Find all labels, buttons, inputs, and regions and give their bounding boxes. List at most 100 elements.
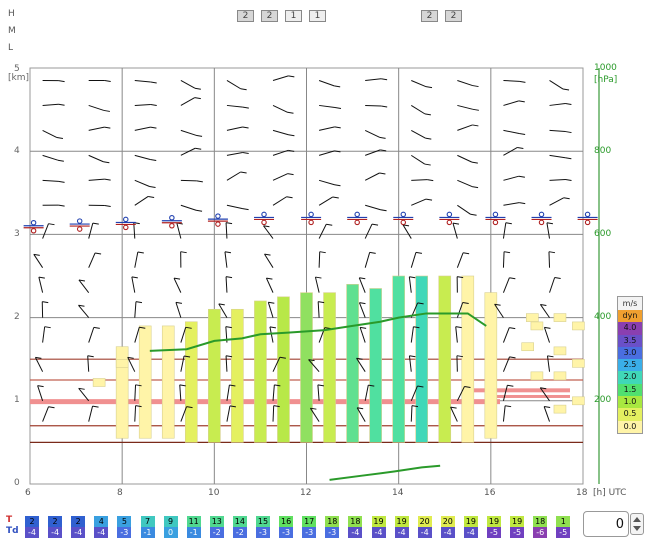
spin-up-icon[interactable] bbox=[633, 517, 641, 522]
dew-cell: -5 bbox=[510, 527, 525, 538]
temp-cell: 2 bbox=[71, 516, 86, 527]
cloud-bar bbox=[277, 296, 290, 443]
wind-barb bbox=[318, 196, 334, 206]
step-counter-input[interactable]: 0 bbox=[583, 511, 629, 537]
y-tick-5: 5 bbox=[14, 64, 20, 74]
spin-down-icon[interactable] bbox=[633, 526, 641, 531]
wind-barb-flag bbox=[33, 253, 40, 256]
dew-cell: -3 bbox=[302, 527, 317, 538]
cloud-bar bbox=[208, 308, 221, 443]
x-tick-12: 12 bbox=[300, 488, 312, 498]
temp-cell: 16 bbox=[279, 516, 294, 527]
dew-cell: -4 bbox=[71, 527, 86, 538]
wind-barb-flag bbox=[103, 109, 110, 112]
wind-barb-flag bbox=[225, 326, 232, 329]
wind-barb-flag bbox=[185, 326, 192, 329]
cloud-cell bbox=[526, 313, 539, 322]
wind-barb-flag bbox=[58, 180, 65, 183]
wind-barb-flag bbox=[509, 356, 516, 359]
level-marker-red bbox=[76, 226, 83, 232]
wind-barb bbox=[88, 178, 105, 181]
wind-barb-flag bbox=[139, 326, 146, 329]
wind-barb bbox=[456, 252, 464, 268]
wind-barb-flag bbox=[194, 87, 201, 90]
wind-barb bbox=[134, 251, 139, 268]
wind-barb-flag bbox=[471, 186, 479, 189]
wind-barb bbox=[267, 302, 274, 318]
wind-barb bbox=[263, 225, 274, 239]
wind-barb bbox=[225, 222, 228, 239]
wind-barb-flag bbox=[505, 405, 512, 408]
legend-item: 0.5 bbox=[618, 408, 642, 421]
wind-barb-flag bbox=[315, 276, 322, 279]
wind-barb-flag bbox=[263, 225, 270, 228]
wind-barb bbox=[539, 387, 550, 402]
wind-barb bbox=[218, 303, 228, 318]
wind-barb bbox=[549, 179, 566, 181]
cloud-bar bbox=[323, 292, 336, 443]
wind-barb-flag bbox=[494, 303, 501, 306]
wind-barb bbox=[356, 407, 366, 422]
wind-barb-flag bbox=[359, 277, 366, 280]
wind-barb bbox=[134, 79, 151, 83]
x-tick-8: 8 bbox=[117, 488, 123, 498]
level-marker-blue bbox=[30, 219, 37, 226]
wind-barb bbox=[226, 126, 243, 131]
wind-barb bbox=[494, 303, 504, 318]
cloud-cell bbox=[553, 346, 567, 356]
wind-barb bbox=[226, 152, 243, 156]
wind-barb-flag bbox=[548, 251, 556, 254]
temp-cell: 11 bbox=[186, 516, 201, 527]
dew-cell: -5 bbox=[487, 527, 501, 538]
wind-barb bbox=[78, 388, 90, 402]
cloud-cell bbox=[115, 359, 129, 368]
legend-item: 3.0 bbox=[618, 346, 642, 360]
wind-barb-flag bbox=[37, 385, 44, 388]
wind-barb-flag bbox=[565, 103, 572, 106]
counter-spinner[interactable] bbox=[630, 513, 644, 535]
wind-barb-flag bbox=[411, 405, 419, 408]
wind-barb-flag bbox=[44, 326, 51, 329]
wind-barb-flag bbox=[409, 355, 416, 358]
wind-barb-flag bbox=[464, 385, 471, 388]
wind-barb bbox=[78, 279, 90, 293]
wind-barb-flag bbox=[565, 157, 572, 160]
wind-barb-flag bbox=[505, 222, 512, 225]
wind-barb-flag bbox=[427, 179, 434, 182]
wind-barb bbox=[318, 80, 335, 87]
wind-barb-flag bbox=[332, 196, 339, 199]
wind-barb-flag bbox=[148, 195, 155, 198]
dew-cell: -3 bbox=[117, 527, 132, 538]
wind-barb bbox=[410, 385, 418, 401]
wind-barb bbox=[410, 405, 413, 422]
wind-barb-flag bbox=[104, 126, 111, 129]
wind-barb-flag bbox=[425, 137, 432, 140]
wind-barb bbox=[408, 276, 412, 293]
temp-cell: 14 bbox=[232, 516, 247, 527]
wind-barb bbox=[314, 276, 320, 293]
wind-barb-flag bbox=[503, 251, 511, 254]
wind-barb-flag bbox=[334, 126, 341, 129]
wind-barb-flag bbox=[229, 384, 236, 387]
wind-barb-flag bbox=[135, 384, 142, 387]
wind-barb-flag bbox=[413, 326, 420, 329]
wind-barb bbox=[410, 252, 417, 268]
inversion-band bbox=[490, 394, 570, 398]
wind-barb-flag bbox=[554, 276, 561, 279]
wind-barb bbox=[134, 126, 151, 131]
wind-barb bbox=[365, 149, 381, 156]
wind-barb bbox=[42, 179, 59, 182]
wind-barb bbox=[411, 198, 427, 206]
wind-barb-flag bbox=[78, 279, 86, 282]
level-marker-blue bbox=[261, 211, 267, 218]
wind-barb-flag bbox=[180, 251, 187, 254]
inversion-band bbox=[470, 388, 570, 393]
wind-barb bbox=[457, 80, 473, 87]
wind-barb-flag bbox=[318, 301, 325, 304]
wind-barb-flag bbox=[519, 80, 526, 83]
wind-barbs bbox=[33, 75, 572, 422]
cloud-bar bbox=[254, 300, 267, 443]
dew-row-label: Td bbox=[6, 526, 19, 536]
wind-barb-flag bbox=[104, 178, 111, 181]
wind-barb-flag bbox=[173, 277, 181, 280]
